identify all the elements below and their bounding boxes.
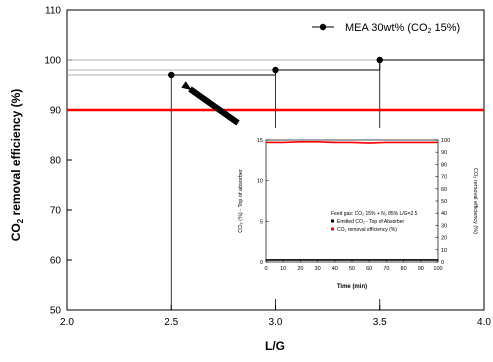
main-y-tick-label: 90 (50, 106, 62, 117)
series-point (376, 56, 383, 64)
inset-series-efficiency-line (266, 141, 438, 144)
inset-y-ticks-left: 0 5 10 15 (257, 138, 269, 266)
inset-y-ticks-right: 0 10 20 30 40 50 60 70 80 90 100 (435, 138, 450, 266)
inset-x-tick-label: 80 (401, 266, 407, 272)
main-y-tick-label: 70 (50, 206, 62, 217)
inset-x-tick-label: 70 (383, 266, 389, 272)
series-point (168, 71, 175, 79)
main-y-ticks: 50 60 70 80 90 100 110 (44, 6, 72, 317)
inset-y-right-tick-label: 50 (441, 199, 447, 205)
inset-legend-label-efficiency: CO₂ removal efficiency (%) (337, 227, 397, 233)
inset-x-tick-label: 10 (280, 266, 286, 272)
annotation-arrow (181, 81, 240, 126)
main-y-axis-title: CO2 removal efficiency (%) (9, 89, 25, 242)
main-x-tick-label: 2.0 (60, 317, 74, 328)
inset-chart: 0 10 20 30 40 50 60 70 80 90 100 0 5 10 15 0 10 20 30 40 5… (232, 128, 479, 299)
legend-marker (319, 23, 327, 31)
main-x-tick-label: 4.0 (477, 317, 491, 328)
inset-y-right-tick-label: 100 (441, 138, 450, 144)
inset-x-ticks: 0 10 20 30 40 50 60 70 80 90 100 (264, 259, 443, 272)
inset-x-tick-label: 40 (332, 266, 338, 272)
inset-y-right-tick-label: 90 (441, 150, 447, 156)
inset-y-left-tick-label: 5 (260, 219, 263, 225)
main-x-tick-label: 3.0 (269, 317, 283, 328)
inset-y-right-tick-label: 30 (441, 223, 447, 229)
inset-x-tick-label: 20 (297, 266, 303, 272)
inset-y-axis-title-left: CO₂ (%) - Top of absorber (238, 169, 244, 233)
inset-legend-label-emitted: Emitted CO₂ - Top of Absorber (337, 219, 404, 225)
inset-y-right-tick-label: 0 (441, 260, 444, 266)
inset-x-tick-label: 50 (349, 266, 355, 272)
main-y-tick-label: 100 (44, 56, 61, 67)
inset-x-tick-label: 30 (315, 266, 321, 272)
inset-y-right-tick-label: 40 (441, 211, 447, 217)
main-y-tick-label: 80 (50, 156, 62, 167)
main-y-tick-label: 110 (45, 6, 61, 17)
inset-x-tick-label: 60 (366, 266, 372, 272)
main-legend: MEA 30wt% (CO2 15%) (312, 22, 460, 35)
inset-legend: Emitted CO₂ - Top of Absorber CO₂ remova… (331, 219, 404, 233)
inset-y-right-tick-label: 70 (441, 175, 447, 181)
main-x-tick-label: 3.5 (373, 317, 387, 328)
inset-y-right-tick-label: 20 (441, 236, 447, 242)
inset-legend-swatch-emitted (331, 219, 334, 223)
inset-x-tick-label: 0 (264, 266, 267, 272)
inset-x-tick-label: 100 (433, 266, 442, 272)
series-point (272, 66, 279, 74)
inset-x-tick-label: 90 (418, 266, 424, 272)
inset-feed-text: Feed gas: CO₂ 15% + N₂ 85% L/G=2.5 (331, 211, 418, 217)
legend-label: MEA 30wt% (CO2 15%) (345, 22, 460, 35)
main-x-axis-title: L/G (265, 339, 285, 353)
inset-y-right-tick-label: 60 (441, 187, 447, 193)
inset-y-left-tick-label: 15 (257, 138, 263, 144)
inset-y-left-tick-label: 0 (260, 260, 263, 266)
inset-series-group (266, 141, 438, 261)
inset-y-left-tick-label: 10 (257, 179, 263, 185)
inset-y-axis-title-right: CO₂ removal efficiency (%) (472, 168, 478, 234)
inset-x-axis-title: Time (min) (337, 284, 367, 290)
inset-y-right-tick-label: 10 (441, 248, 447, 254)
main-x-tick-label: 2.5 (164, 317, 178, 328)
inset-legend-swatch-efficiency (331, 227, 334, 231)
main-y-tick-label: 60 (50, 256, 62, 267)
inset-y-right-tick-label: 80 (441, 162, 447, 168)
main-y-tick-label: 50 (50, 306, 62, 317)
